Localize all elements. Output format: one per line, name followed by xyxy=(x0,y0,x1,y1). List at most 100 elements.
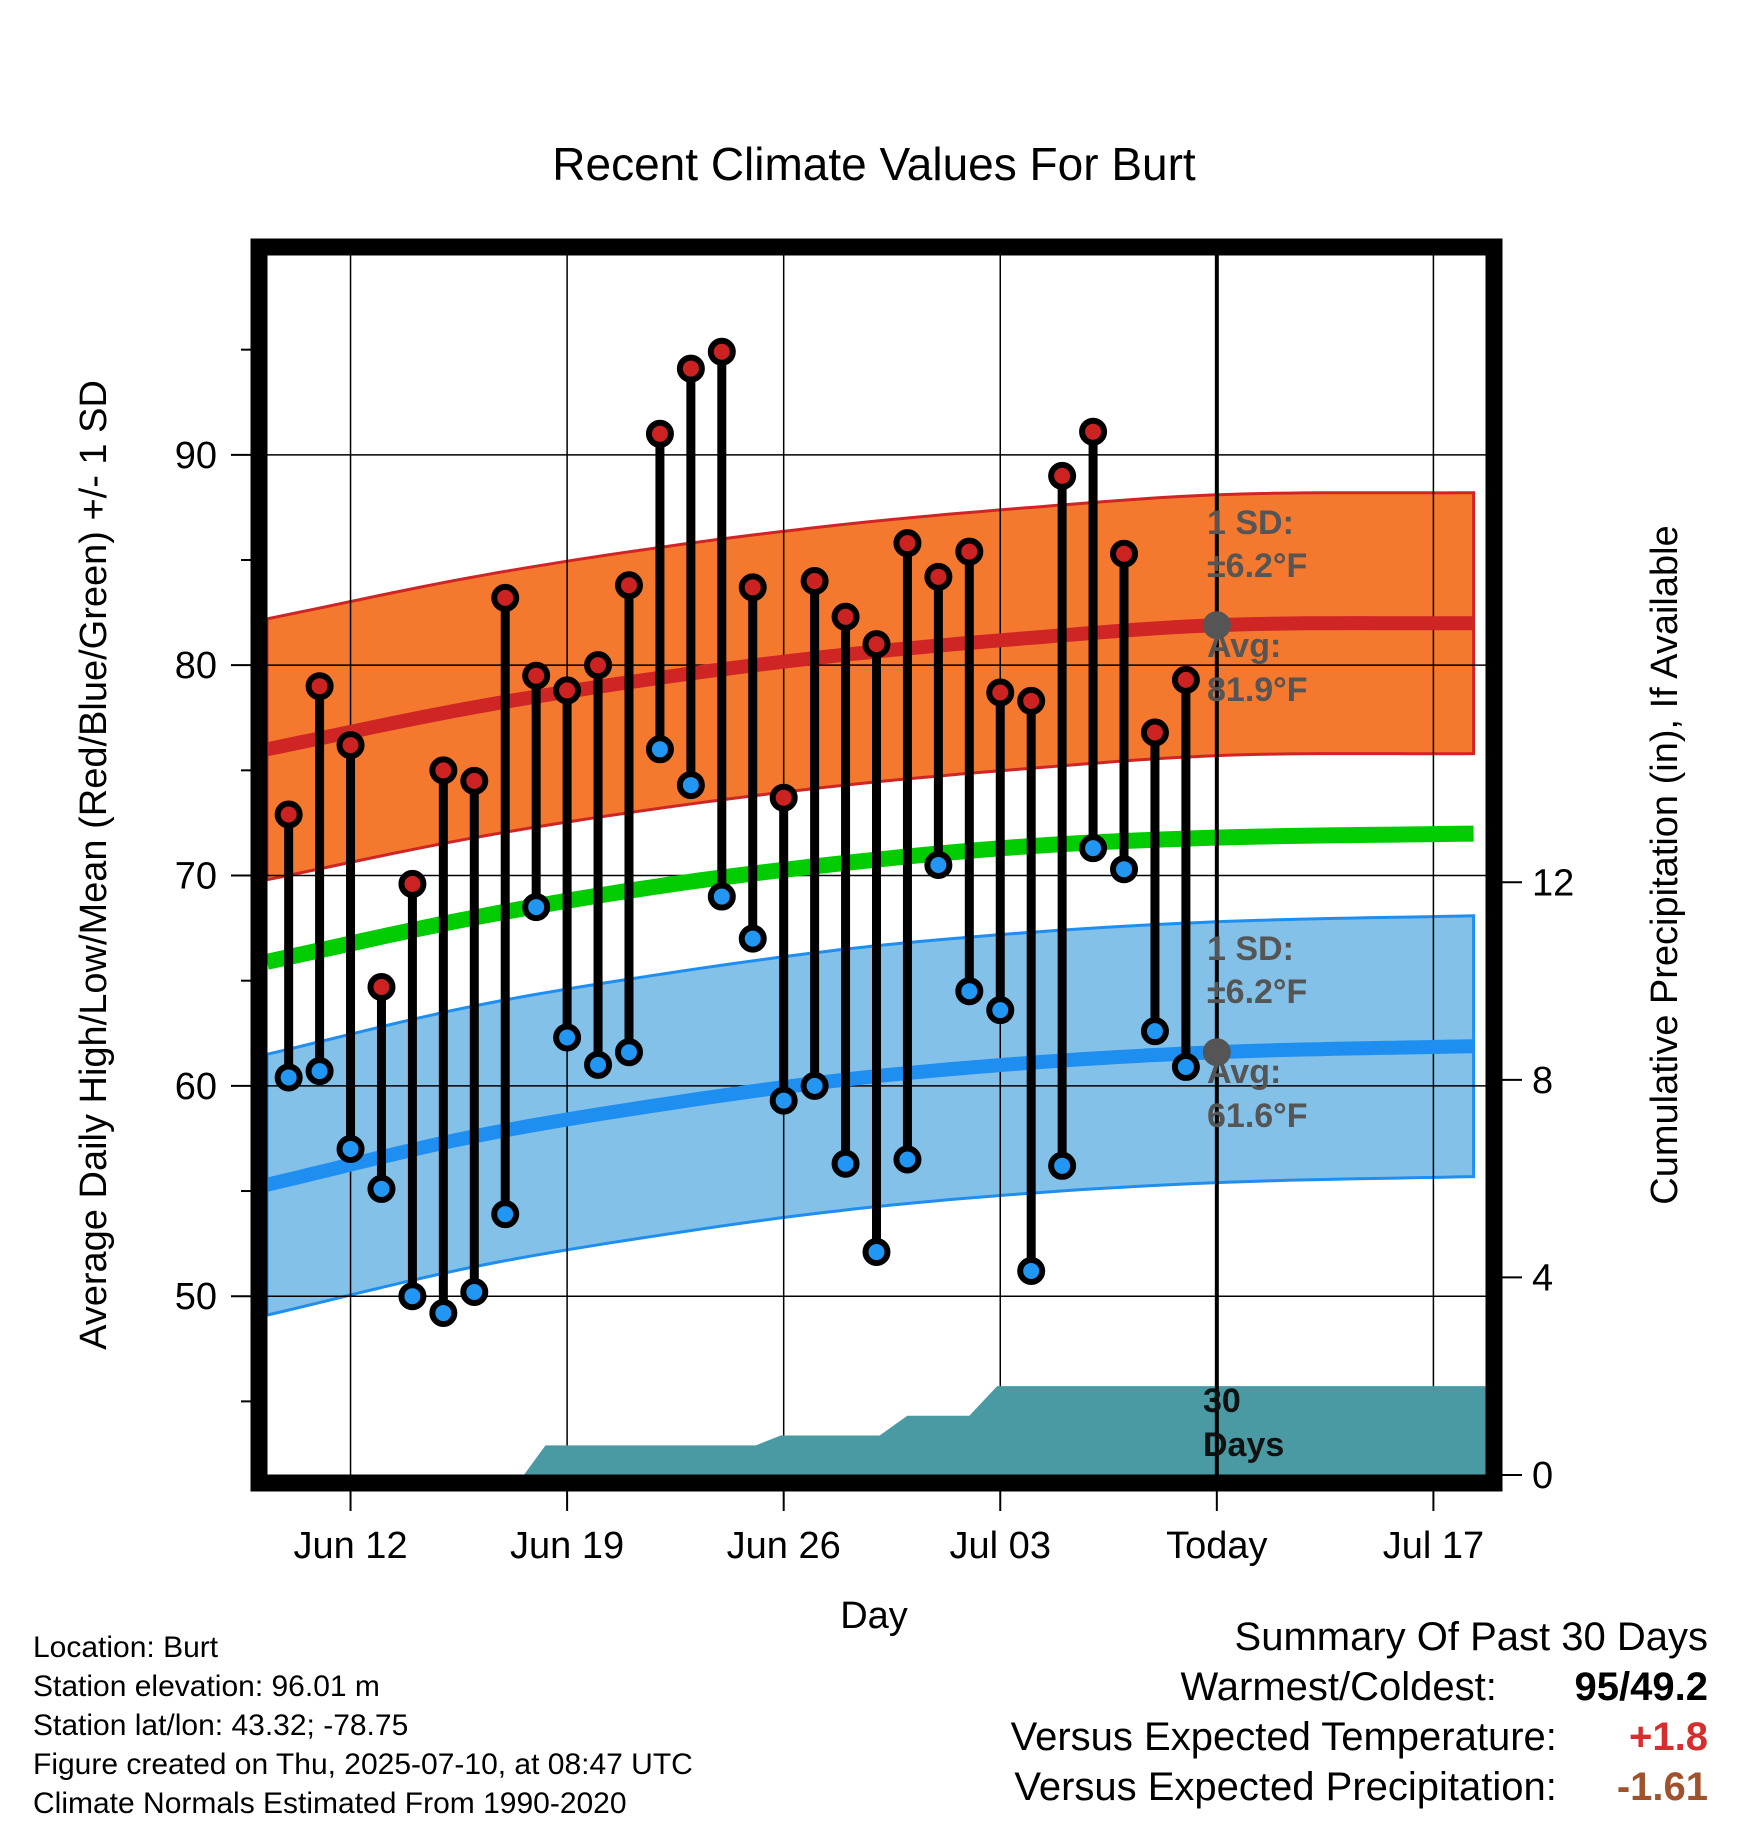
y-axis-label-left: Average Daily High/Low/Mean (Red/Blue/Gr… xyxy=(73,380,115,1350)
daily-low-point-19 xyxy=(862,1238,891,1267)
precip-value: -1.61 xyxy=(1616,1765,1708,1809)
location-text: Location: Burt xyxy=(33,1631,219,1664)
daily-high-point-27 xyxy=(1110,539,1139,568)
x-tick-label-1: Jun 19 xyxy=(510,1525,624,1567)
band-label-high-sd-2: ±6.2°F xyxy=(1207,547,1307,585)
daily-high-point-3 xyxy=(367,973,396,1001)
daily-high-point-20 xyxy=(893,529,922,558)
daily-high-point-15 xyxy=(738,573,767,602)
daily-low-point-12 xyxy=(645,735,674,764)
daily-high-point-4 xyxy=(398,869,427,898)
daily-high-point-19 xyxy=(862,630,891,659)
daily-low-point-27 xyxy=(1110,855,1139,884)
daily-low-point-9 xyxy=(553,1023,582,1052)
daily-high-point-11 xyxy=(614,571,643,600)
y-axis-label-right: Cumulative Precipitation (in), If Availa… xyxy=(1644,525,1686,1204)
daily-low-point-21 xyxy=(924,851,953,879)
temp-value: +1.8 xyxy=(1629,1715,1708,1759)
y-left-tick-label-4: 90 xyxy=(175,435,217,477)
daily-high-point-6 xyxy=(460,766,489,795)
daily-low-point-6 xyxy=(460,1278,489,1306)
chart-title: Recent Climate Values For Burt xyxy=(552,138,1196,190)
daily-low-point-1 xyxy=(305,1057,334,1086)
y-left-tick-label-0: 50 xyxy=(175,1276,217,1318)
daily-high-point-21 xyxy=(924,562,953,591)
daily-high-point-17 xyxy=(800,567,829,596)
band-label-low-avg-1: Avg: xyxy=(1207,1053,1281,1091)
band-label-high-avg-2: 81.9°F xyxy=(1207,671,1308,709)
x-tick-label-2: Jun 26 xyxy=(727,1525,841,1567)
daily-high-point-2 xyxy=(336,731,365,760)
daily-high-point-0 xyxy=(274,800,303,829)
band-label-high-sd-1: 1 SD: xyxy=(1207,504,1294,542)
precip-label: Versus Expected Precipitation: xyxy=(1014,1765,1557,1809)
y-left-tick-label-1: 60 xyxy=(175,1066,217,1108)
warmest-label: Warmest/Coldest: xyxy=(1180,1665,1497,1709)
daily-low-point-7 xyxy=(491,1200,520,1229)
y-right-tick-label-1: 4 xyxy=(1532,1257,1553,1299)
daily-low-point-11 xyxy=(614,1038,643,1067)
days-label-2: Days xyxy=(1203,1426,1284,1464)
daily-high-point-28 xyxy=(1140,718,1169,747)
daily-high-point-25 xyxy=(1048,461,1077,490)
daily-low-point-4 xyxy=(398,1282,427,1311)
daily-low-point-10 xyxy=(584,1050,613,1079)
daily-high-point-29 xyxy=(1171,665,1200,694)
daily-high-point-18 xyxy=(831,602,860,631)
x-tick-label-0: Jun 12 xyxy=(293,1525,407,1567)
summary-temp-row: Versus Expected Temperature: +1.8 xyxy=(1011,1712,1708,1762)
days-label-1: 30 xyxy=(1203,1382,1241,1420)
y-right-tick-label-3: 12 xyxy=(1532,862,1574,904)
y-right-tick-label-2: 8 xyxy=(1532,1060,1553,1102)
daily-low-point-2 xyxy=(336,1134,365,1163)
daily-high-point-10 xyxy=(584,651,613,680)
daily-low-point-18 xyxy=(831,1149,860,1178)
summary-title: Summary Of Past 30 Days xyxy=(1234,1615,1708,1659)
x-tick-label-5: Jul 17 xyxy=(1383,1525,1484,1567)
station-info: Location: Burt Station elevation: 96.01 … xyxy=(33,1628,693,1823)
y-right-tick-label-0: 0 xyxy=(1532,1455,1553,1497)
normals-text: Climate Normals Estimated From 1990-2020 xyxy=(33,1787,627,1820)
daily-high-point-5 xyxy=(429,756,458,785)
created-text: Figure created on Thu, 2025-07-10, at 08… xyxy=(33,1748,693,1781)
plot-area xyxy=(265,255,1486,1475)
x-tick-label-3: Jul 03 xyxy=(950,1525,1051,1567)
daily-low-point-28 xyxy=(1140,1017,1169,1046)
daily-low-point-14 xyxy=(707,882,736,911)
daily-high-point-12 xyxy=(645,419,674,448)
daily-low-point-17 xyxy=(800,1071,829,1100)
summary-precip-row: Versus Expected Precipitation: -1.61 xyxy=(1011,1762,1708,1812)
precip-area xyxy=(523,1386,1486,1475)
daily-high-point-16 xyxy=(769,783,798,812)
plot-frame xyxy=(250,238,1503,1492)
band-label-low-avg-2: 61.6°F xyxy=(1207,1097,1308,1135)
daily-high-point-14 xyxy=(707,337,736,366)
daily-low-point-26 xyxy=(1079,834,1108,863)
daily-low-point-22 xyxy=(955,977,984,1006)
x-axis-label: Day xyxy=(840,1595,908,1637)
y-left-tick-label-2: 70 xyxy=(175,856,217,898)
latlon-text: Station lat/lon: 43.32; -78.75 xyxy=(33,1709,409,1742)
daily-low-point-24 xyxy=(1017,1256,1046,1285)
daily-low-point-29 xyxy=(1171,1052,1200,1081)
daily-high-point-22 xyxy=(955,537,984,566)
temp-label: Versus Expected Temperature: xyxy=(1010,1715,1557,1759)
daily-high-point-9 xyxy=(553,676,582,705)
band-label-high-avg-1: Avg: xyxy=(1207,627,1281,665)
daily-high-point-24 xyxy=(1017,686,1046,715)
daily-low-point-15 xyxy=(738,924,767,953)
daily-low-point-13 xyxy=(676,771,705,800)
daily-low-point-5 xyxy=(429,1299,458,1328)
daily-high-point-8 xyxy=(522,661,551,690)
normal-mean-line xyxy=(265,825,1474,970)
daily-high-point-23 xyxy=(986,678,1015,707)
daily-low-point-8 xyxy=(522,893,551,922)
daily-low-point-25 xyxy=(1048,1151,1077,1180)
warmest-value: 95/49.2 xyxy=(1508,1662,1708,1712)
daily-high-point-26 xyxy=(1079,417,1108,446)
daily-low-point-16 xyxy=(769,1086,798,1115)
daily-high-point-7 xyxy=(491,583,520,612)
daily-high-point-1 xyxy=(305,672,334,701)
daily-high-point-13 xyxy=(676,354,705,383)
elevation-text: Station elevation: 96.01 m xyxy=(33,1670,380,1703)
